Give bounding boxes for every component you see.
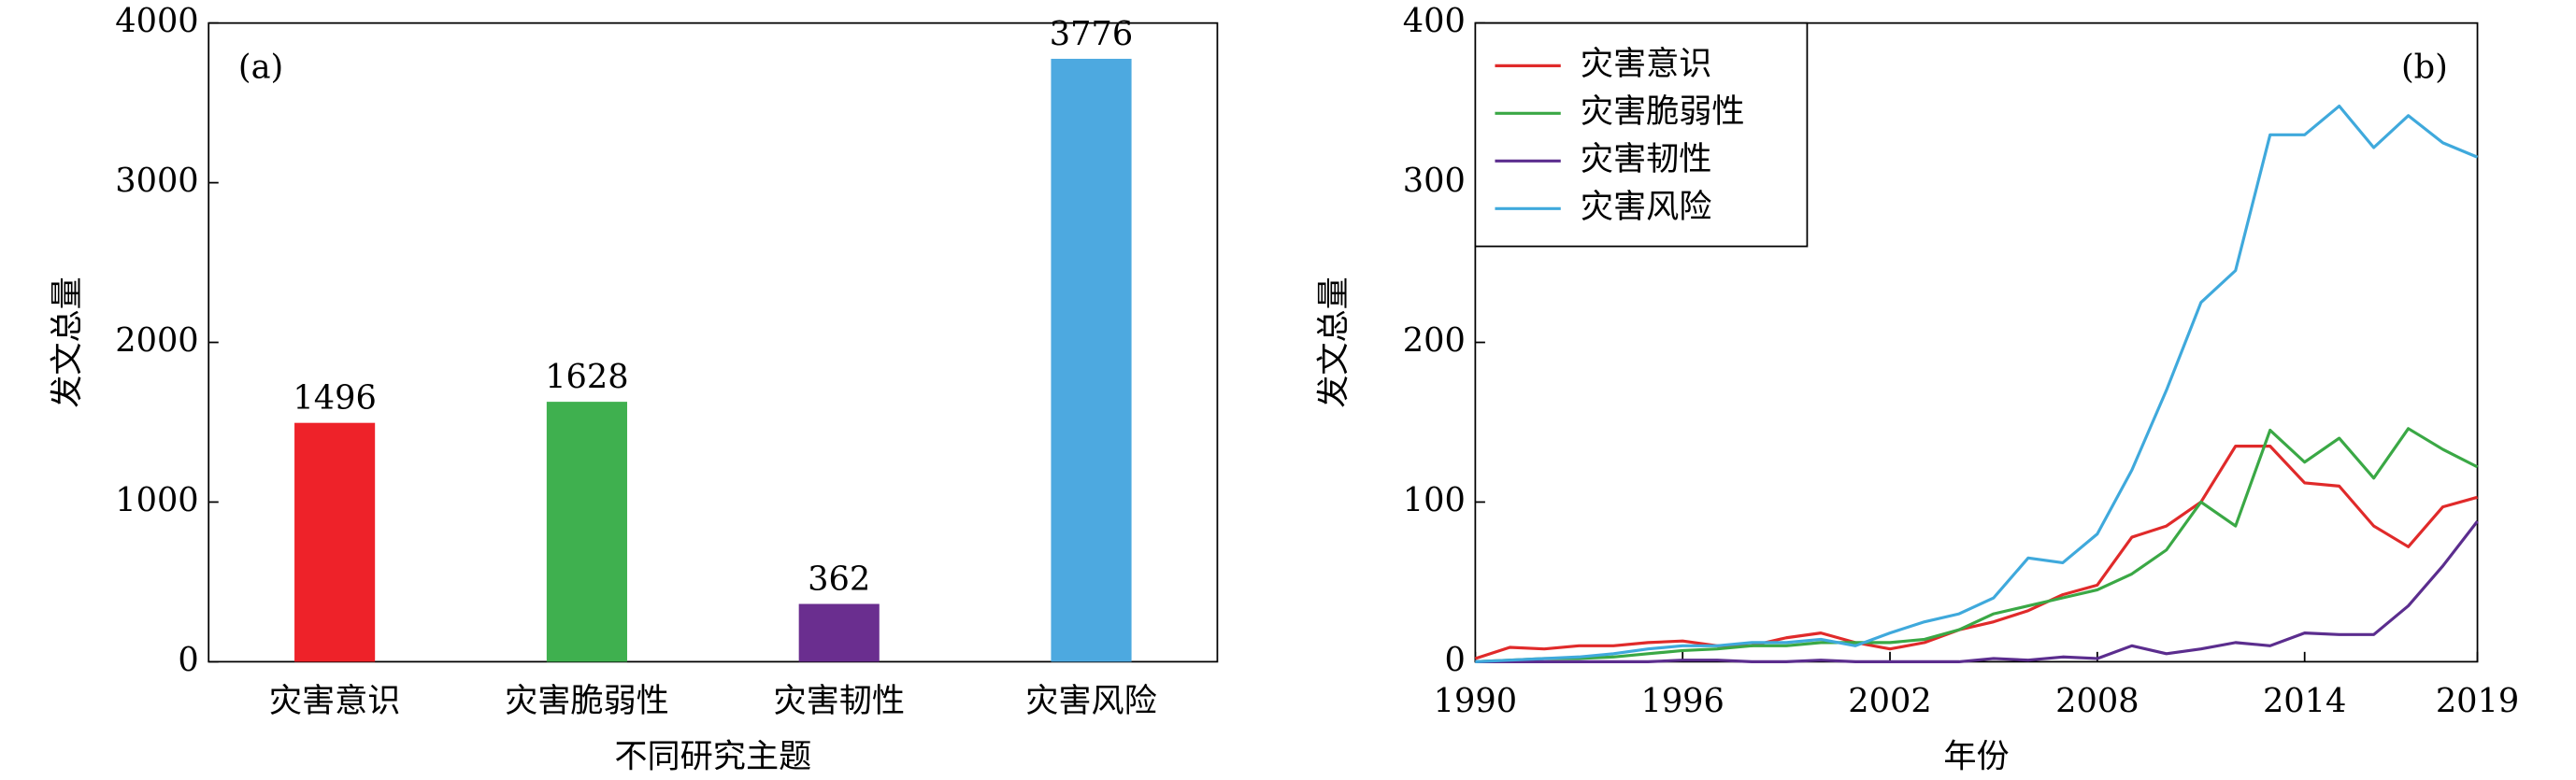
bar [294,422,376,662]
bar [546,402,627,662]
value-label: 1628 [545,358,628,396]
x-tick-label: 1996 [1640,682,1724,720]
y-tick-label: 300 [1403,162,1466,200]
value-label: 362 [808,560,870,598]
x-tick-label: 2002 [1848,682,1931,720]
bar [1051,58,1132,662]
y-tick-label: 4000 [115,2,198,40]
line-series [1475,427,2479,663]
line-series [1475,104,2479,663]
y-tick-label: 0 [178,641,198,679]
value-label: 3776 [1050,15,1133,53]
legend-label: 灾害风险 [1581,188,1712,226]
x-tick-label: 1990 [1434,682,1517,720]
y-tick-label: 0 [1444,641,1465,679]
annotation: (a) [238,48,283,86]
legend-label: 灾害韧性 [1581,140,1712,178]
x-tick-label: 2014 [2263,682,2346,720]
x-tick-label: 2019 [2436,682,2519,720]
x-tick-label: 灾害意识 [269,682,401,720]
line-series [1475,520,2479,663]
bar [798,603,880,662]
x-axis-label: 不同研究主题 [614,738,811,776]
annotation: (b) [2401,48,2448,86]
legend-label: 灾害意识 [1581,45,1712,83]
legend-label: 灾害脆弱性 [1581,92,1745,131]
line-series [1474,445,2478,660]
y-tick-label: 400 [1403,2,1466,40]
x-axis-label: 年份 [1943,738,2009,776]
y-axis-label: 发文总量 [48,277,86,408]
y-axis-label: 发文总量 [1314,277,1352,408]
y-tick-label: 1000 [115,481,198,519]
y-tick-label: 200 [1403,321,1466,360]
value-label: 1496 [293,379,376,418]
x-tick-label: 灾害韧性 [773,682,905,720]
x-tick-label: 2008 [2055,682,2139,720]
y-tick-label: 2000 [115,321,198,360]
x-tick-label: 灾害风险 [1025,682,1157,720]
y-tick-label: 3000 [115,162,198,200]
x-tick-label: 灾害脆弱性 [505,682,669,720]
y-tick-label: 100 [1403,481,1466,519]
